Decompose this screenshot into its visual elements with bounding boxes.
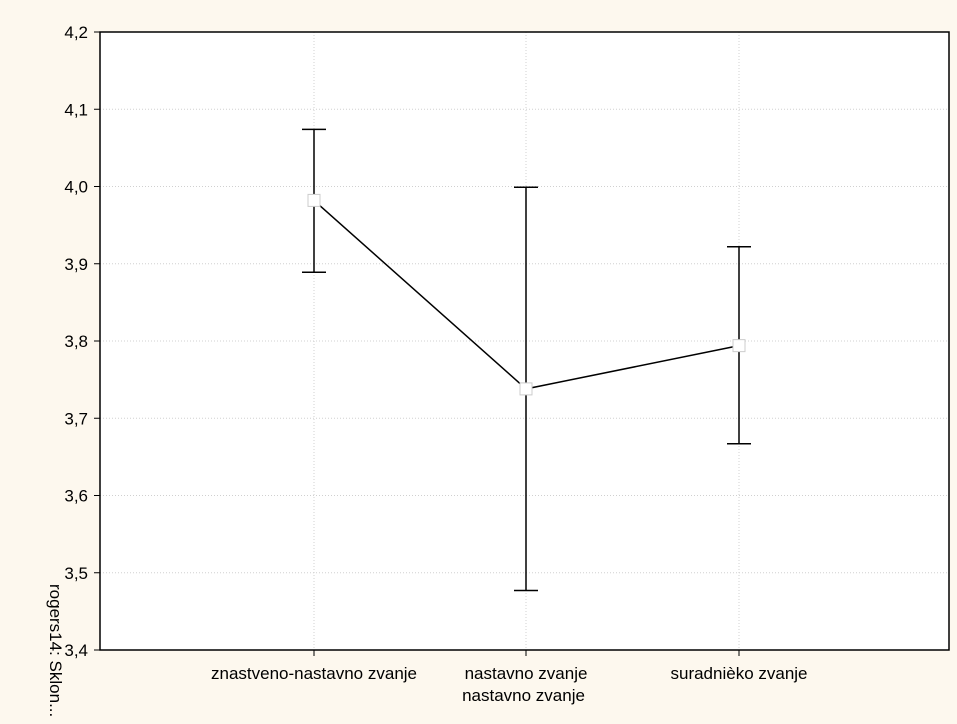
y-tick-label: 4,2 — [64, 23, 88, 42]
y-tick-labels: 4,2 4,1 4,0 3,9 3,8 3,7 3,6 3,5 3,4 — [64, 23, 100, 660]
y-tick-label: 3,4 — [64, 641, 88, 660]
series-1 — [302, 128, 751, 592]
plot-frame — [99, 31, 950, 651]
data-point-marker — [307, 193, 321, 207]
y-tick-label: 3,8 — [64, 332, 88, 351]
plot-area — [100, 32, 949, 650]
y-tick-label: 4,0 — [64, 178, 88, 197]
y-axis-label: rogers14: Sklon... — [46, 584, 65, 717]
y-tick-label: 3,6 — [64, 487, 88, 506]
y-tick-label: 3,7 — [64, 409, 88, 428]
x-tick-label: nastavno zvanje — [465, 664, 588, 683]
x-axis-label: nastavno zvanje — [462, 686, 585, 705]
x-tick-label: znastveno-nastavno zvanje — [211, 664, 417, 683]
x-tick-label: suradnièko zvanje — [670, 664, 807, 683]
y-tick-label: 4,1 — [64, 100, 88, 119]
y-tick-label: 3,9 — [64, 255, 88, 274]
y-tick-label: 3,5 — [64, 564, 88, 583]
data-point-marker — [519, 382, 533, 396]
data-point-marker — [732, 339, 746, 353]
x-tick-labels: znastveno-nastavno zvanje nastavno zvanje… — [211, 650, 808, 683]
